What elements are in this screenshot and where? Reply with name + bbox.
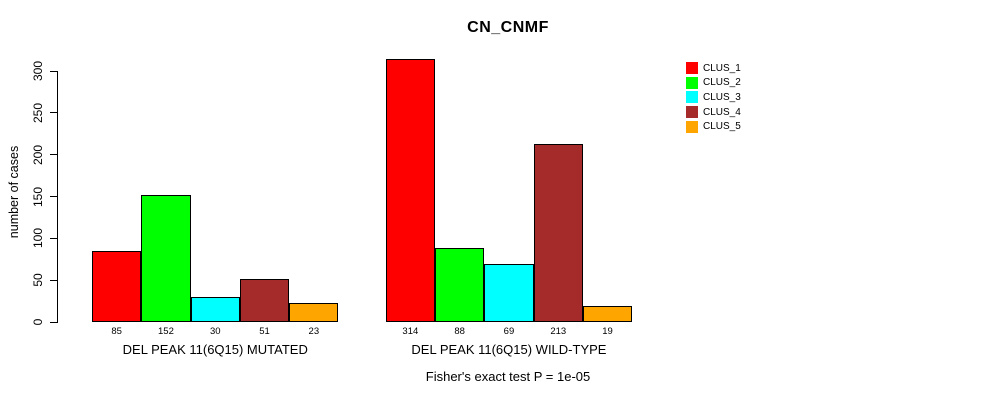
legend-label: CLUS_1 [703, 62, 741, 74]
annotation-text: Fisher's exact test P = 1e-05 [425, 369, 591, 384]
x-axis-group-label: DEL PEAK 11(6Q15) MUTATED [122, 342, 308, 357]
bar-clus_5 [582, 306, 633, 322]
bar-clus_3 [190, 296, 240, 322]
y-axis-tick [50, 196, 57, 197]
legend-swatch-clus_4 [686, 106, 698, 119]
bar-clus_4 [239, 279, 290, 322]
bar-value-label: 23 [308, 326, 320, 337]
x-axis-group-label: DEL PEAK 11(6Q15) WILD-TYPE [411, 342, 607, 357]
bar-value-label: 85 [111, 326, 122, 337]
legend-swatch-clus_5 [686, 120, 698, 133]
bar-clus_3 [484, 264, 534, 322]
legend-label: CLUS_4 [703, 106, 741, 118]
bar-value-label: 213 [550, 326, 567, 337]
y-axis-tick-label: 300 [31, 60, 45, 82]
y-axis-tick [50, 279, 57, 281]
bar-value-label: 51 [259, 326, 270, 337]
legend-label: CLUS_3 [703, 91, 741, 103]
y-axis-tick [50, 154, 57, 156]
y-axis-tick [50, 237, 57, 239]
y-axis-tick-label: 0 [31, 318, 45, 326]
bar-clus_5 [289, 302, 339, 322]
y-axis-tick [50, 70, 57, 72]
legend-swatch-clus_2 [686, 76, 698, 89]
legend-label: CLUS_2 [703, 77, 741, 89]
bar-clus_1 [92, 250, 142, 322]
y-axis-line [57, 71, 58, 323]
y-axis-tick-label: 50 [31, 273, 45, 287]
y-axis-tick-label: 250 [31, 102, 45, 123]
y-axis-tick [50, 321, 57, 323]
legend-label: CLUS_5 [703, 121, 741, 133]
bar-value-label: 152 [158, 326, 174, 337]
bar-clus_2 [141, 194, 191, 322]
bar-value-label: 30 [209, 326, 221, 337]
y-axis-tick-label: 200 [31, 144, 45, 165]
bar-value-label: 314 [402, 326, 419, 337]
bar-clus_1 [385, 59, 435, 322]
legend-swatch-clus_1 [686, 62, 698, 74]
legend-swatch-clus_3 [686, 91, 698, 104]
bar-value-label: 88 [454, 326, 465, 337]
y-axis-tick-label: 100 [31, 228, 45, 249]
bar-value-label: 69 [503, 326, 515, 337]
bar-clus_4 [533, 143, 583, 322]
bar-clus_2 [435, 248, 485, 322]
chart-title: CN_CNMF [467, 19, 549, 36]
bar-value-label: 19 [602, 326, 613, 337]
y-axis-tick [50, 112, 57, 114]
y-axis-tick-label: 150 [31, 186, 45, 207]
